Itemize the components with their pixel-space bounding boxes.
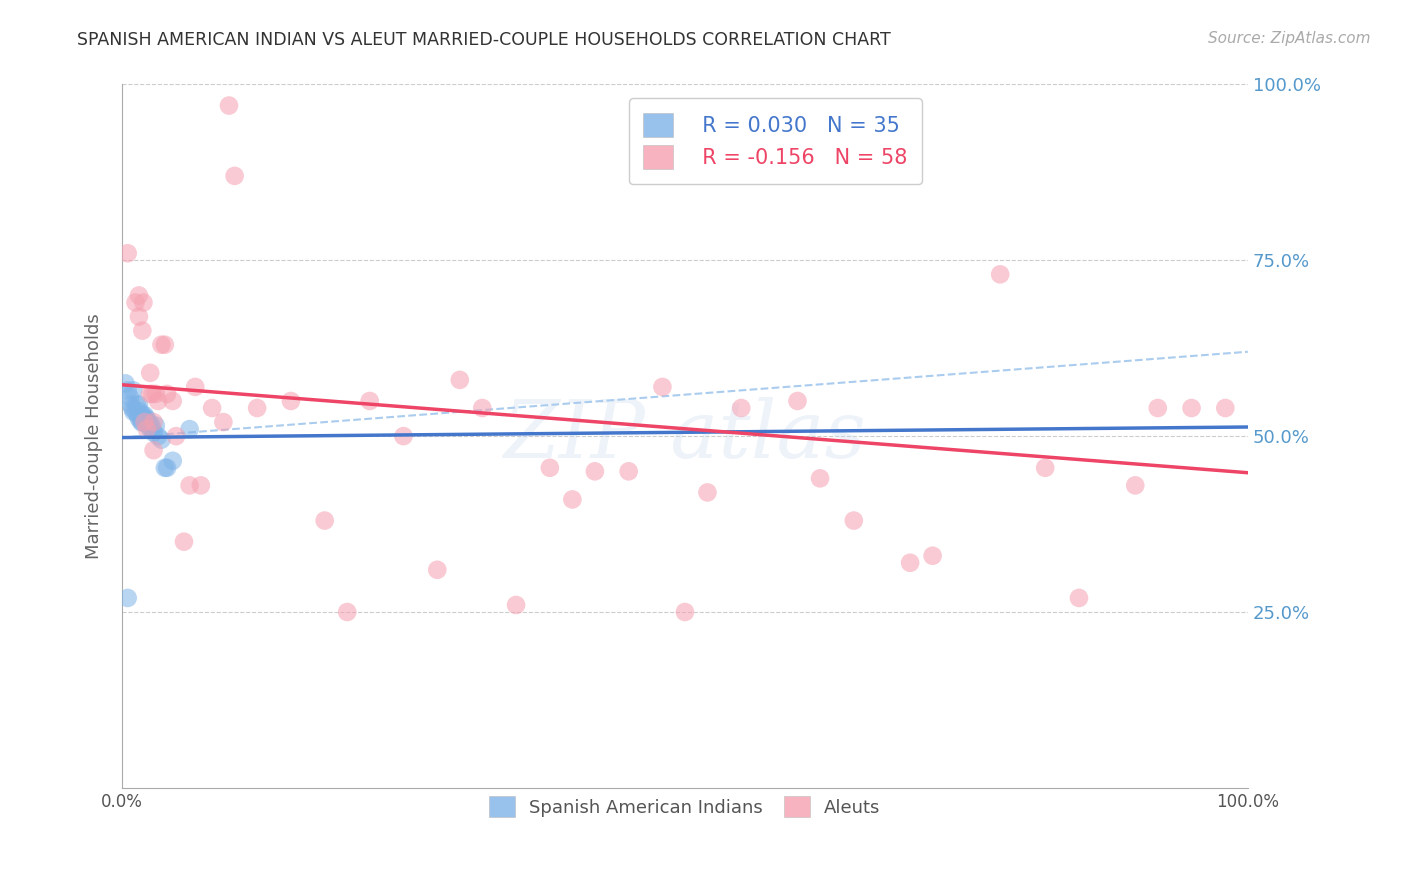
- Point: [131, 415, 153, 429]
- Point: [505, 598, 527, 612]
- Point: [153, 460, 176, 475]
- Point: [617, 464, 640, 478]
- Point: [988, 268, 1011, 282]
- Point: [162, 454, 184, 468]
- Point: [125, 397, 148, 411]
- Point: [1213, 401, 1236, 415]
- Point: [280, 394, 302, 409]
- Point: [921, 549, 943, 563]
- Point: [128, 397, 150, 411]
- Point: [128, 288, 150, 302]
- Point: [165, 429, 187, 443]
- Legend: Spanish American Indians, Aleuts: Spanish American Indians, Aleuts: [482, 789, 887, 824]
- Point: [150, 433, 173, 447]
- Point: [117, 591, 139, 605]
- Point: [132, 411, 155, 425]
- Point: [583, 464, 606, 478]
- Point: [128, 411, 150, 425]
- Point: [1067, 591, 1090, 605]
- Point: [1123, 478, 1146, 492]
- Point: [135, 411, 157, 425]
- Point: [150, 337, 173, 351]
- Point: [179, 422, 201, 436]
- Point: [146, 429, 169, 443]
- Point: [120, 397, 142, 411]
- Point: [131, 408, 153, 422]
- Point: [114, 376, 136, 391]
- Point: [118, 391, 141, 405]
- Point: [141, 387, 163, 401]
- Point: [142, 443, 165, 458]
- Point: [156, 460, 179, 475]
- Point: [179, 478, 201, 492]
- Point: [730, 401, 752, 415]
- Point: [336, 605, 359, 619]
- Point: [426, 563, 449, 577]
- Point: [184, 380, 207, 394]
- Point: [134, 408, 156, 422]
- Point: [153, 337, 176, 351]
- Point: [218, 98, 240, 112]
- Point: [129, 415, 152, 429]
- Point: [162, 394, 184, 409]
- Point: [471, 401, 494, 415]
- Point: [117, 384, 139, 398]
- Point: [145, 387, 167, 401]
- Point: [128, 310, 150, 324]
- Point: [139, 366, 162, 380]
- Point: [561, 492, 583, 507]
- Text: SPANISH AMERICAN INDIAN VS ALEUT MARRIED-COUPLE HOUSEHOLDS CORRELATION CHART: SPANISH AMERICAN INDIAN VS ALEUT MARRIED…: [77, 31, 891, 49]
- Point: [201, 401, 224, 415]
- Point: [139, 422, 162, 436]
- Point: [392, 429, 415, 443]
- Point: [156, 387, 179, 401]
- Point: [139, 387, 162, 401]
- Point: [898, 556, 921, 570]
- Point: [224, 169, 246, 183]
- Point: [1146, 401, 1168, 415]
- Text: Source: ZipAtlas.com: Source: ZipAtlas.com: [1208, 31, 1371, 46]
- Point: [142, 415, 165, 429]
- Point: [696, 485, 718, 500]
- Point: [135, 422, 157, 436]
- Point: [122, 404, 145, 418]
- Point: [127, 408, 149, 422]
- Point: [359, 394, 381, 409]
- Point: [142, 425, 165, 440]
- Point: [449, 373, 471, 387]
- Point: [651, 380, 673, 394]
- Point: [134, 415, 156, 429]
- Point: [314, 514, 336, 528]
- Text: ZIP atlas: ZIP atlas: [503, 398, 866, 475]
- Point: [121, 401, 143, 415]
- Point: [538, 460, 561, 475]
- Point: [145, 418, 167, 433]
- Point: [117, 246, 139, 260]
- Point: [246, 401, 269, 415]
- Point: [1180, 401, 1202, 415]
- Point: [141, 418, 163, 433]
- Point: [129, 404, 152, 418]
- Point: [136, 418, 159, 433]
- Point: [1033, 460, 1056, 475]
- Point: [124, 404, 146, 418]
- Point: [134, 415, 156, 429]
- Point: [842, 514, 865, 528]
- Point: [212, 415, 235, 429]
- Point: [138, 415, 160, 429]
- Point: [122, 384, 145, 398]
- Point: [146, 394, 169, 409]
- Y-axis label: Married-couple Households: Married-couple Households: [86, 313, 103, 559]
- Point: [673, 605, 696, 619]
- Point: [173, 534, 195, 549]
- Point: [808, 471, 831, 485]
- Point: [131, 324, 153, 338]
- Point: [190, 478, 212, 492]
- Point: [132, 295, 155, 310]
- Point: [141, 422, 163, 436]
- Point: [135, 411, 157, 425]
- Point: [786, 394, 808, 409]
- Point: [124, 295, 146, 310]
